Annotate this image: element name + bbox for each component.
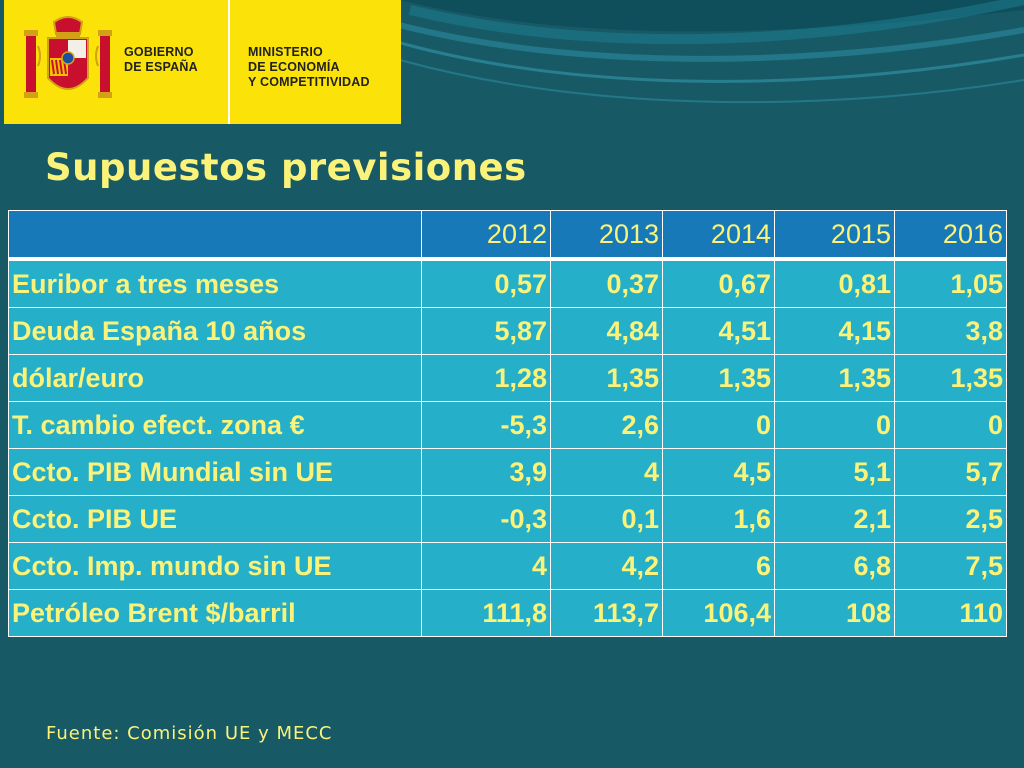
header-cell-year: 2012 [421, 210, 551, 261]
table-cell: 2,1 [774, 495, 895, 543]
table-cell: 5,1 [774, 448, 895, 496]
table-cell: 4 [550, 448, 663, 496]
table-cell: 1,05 [894, 258, 1007, 308]
table-cell: 0,57 [421, 258, 551, 308]
table-cell: 4 [421, 542, 551, 590]
spain-crest-icon [24, 16, 112, 98]
table-cell: 0,67 [662, 258, 775, 308]
table-cell: 0 [774, 401, 895, 449]
table-cell: 3,9 [421, 448, 551, 496]
logo-divider [228, 0, 230, 124]
table-cell: 5,87 [421, 307, 551, 355]
government-logo: GOBIERNO DE ESPAÑA MINISTERIO DE ECONOMÍ… [4, 0, 401, 124]
header-cell-empty [8, 210, 422, 261]
slide-title: Supuestos previsiones [45, 146, 527, 189]
table-cell: 6,8 [774, 542, 895, 590]
table-cell: 4,5 [662, 448, 775, 496]
table-row: Deuda España 10 años 5,87 4,84 4,51 4,15… [8, 307, 1007, 355]
row-label: Petróleo Brent $/barril [8, 589, 422, 637]
table-cell: 1,35 [662, 354, 775, 402]
table-cell: 1,35 [894, 354, 1007, 402]
table-cell: 4,2 [550, 542, 663, 590]
table-cell: 4,51 [662, 307, 775, 355]
row-label: Ccto. PIB UE [8, 495, 422, 543]
table-cell: 0 [662, 401, 775, 449]
table-cell: -0,3 [421, 495, 551, 543]
table-cell: 2,5 [894, 495, 1007, 543]
table-cell: 0,37 [550, 258, 663, 308]
table-row: Petróleo Brent $/barril 111,8 113,7 106,… [8, 589, 1007, 637]
table-row: Ccto. PIB UE -0,3 0,1 1,6 2,1 2,5 [8, 495, 1007, 543]
table-cell: 0 [894, 401, 1007, 449]
table-cell: 5,7 [894, 448, 1007, 496]
table-cell: 0,1 [550, 495, 663, 543]
table-cell: 3,8 [894, 307, 1007, 355]
header-cell-year: 2015 [774, 210, 895, 261]
row-label: T. cambio efect. zona € [8, 401, 422, 449]
row-label: Ccto. PIB Mundial sin UE [8, 448, 422, 496]
ministerio-text: MINISTERIO DE ECONOMÍA Y COMPETITIVIDAD [248, 45, 370, 89]
table-cell: 110 [894, 589, 1007, 637]
table-cell: 111,8 [421, 589, 551, 637]
table-cell: 106,4 [662, 589, 775, 637]
table-cell: 0,81 [774, 258, 895, 308]
header-cell-year: 2014 [662, 210, 775, 261]
table-cell: 6 [662, 542, 775, 590]
table-cell: 2,6 [550, 401, 663, 449]
table-header-row: 2012 2013 2014 2015 2016 [8, 210, 1007, 261]
table-row: Ccto. PIB Mundial sin UE 3,9 4 4,5 5,1 5… [8, 448, 1007, 496]
row-label: dólar/euro [8, 354, 422, 402]
table-row: T. cambio efect. zona € -5,3 2,6 0 0 0 [8, 401, 1007, 449]
table-row: Ccto. Imp. mundo sin UE 4 4,2 6 6,8 7,5 [8, 542, 1007, 590]
table-cell: 4,84 [550, 307, 663, 355]
source-note: Fuente: Comisión UE y MECC [46, 723, 333, 744]
table-cell: 108 [774, 589, 895, 637]
header-cell-year: 2013 [550, 210, 663, 261]
table-cell: 4,15 [774, 307, 895, 355]
table-row: Euribor a tres meses 0,57 0,37 0,67 0,81… [8, 258, 1007, 308]
header-cell-year: 2016 [894, 210, 1007, 261]
row-label: Euribor a tres meses [8, 258, 422, 308]
table-cell: 1,35 [774, 354, 895, 402]
table-cell: 1,6 [662, 495, 775, 543]
table-row: dólar/euro 1,28 1,35 1,35 1,35 1,35 [8, 354, 1007, 402]
table-cell: 1,35 [550, 354, 663, 402]
row-label: Deuda España 10 años [8, 307, 422, 355]
table-cell: 113,7 [550, 589, 663, 637]
table-cell: 1,28 [421, 354, 551, 402]
forecast-table: 2012 2013 2014 2015 2016 Euribor a tres … [8, 210, 1007, 637]
row-label: Ccto. Imp. mundo sin UE [8, 542, 422, 590]
table-cell: 7,5 [894, 542, 1007, 590]
gobierno-text: GOBIERNO DE ESPAÑA [124, 45, 198, 74]
table-cell: -5,3 [421, 401, 551, 449]
